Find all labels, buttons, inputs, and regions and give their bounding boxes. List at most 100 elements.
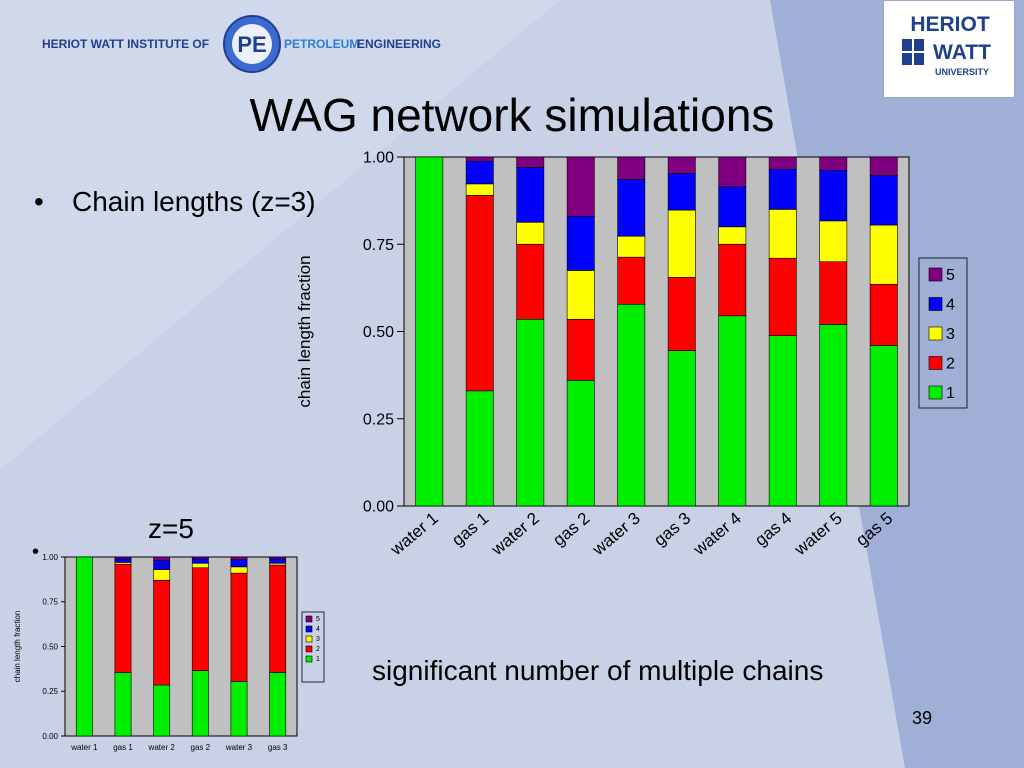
y-tick-label: 0.25 — [42, 687, 58, 696]
x-tick-label: water 2 — [148, 743, 176, 752]
bar-segment-water-2-series-1 — [516, 318, 545, 507]
legend-label-5: 5 — [316, 616, 320, 623]
x-tick-label: gas 2 — [191, 743, 211, 752]
bar-segment-water-3-series-5 — [617, 156, 646, 180]
bullet-text: Chain lengths (z=3) — [72, 186, 316, 217]
bar-segment-gas-2-series-2 — [191, 567, 209, 671]
univ-line3: UNIVERSITY — [935, 67, 989, 77]
bar-segment-gas-3-series-4 — [269, 558, 287, 564]
bar-segment-water-3-series-4 — [230, 559, 248, 568]
bar-segment-water-2-series-2 — [516, 243, 545, 320]
legend-swatch-2 — [928, 356, 943, 370]
legend-label-2: 2 — [316, 646, 320, 653]
bar-segment-gas-1-series-5 — [114, 556, 132, 560]
univ-line1: HERIOT — [910, 13, 990, 36]
bar-segment-gas-1-series-4 — [114, 558, 132, 563]
bar-segment-gas-2-series-1 — [566, 380, 595, 507]
bar-segment-gas-2-series-2 — [566, 318, 595, 381]
y-tick-label: 0.75 — [42, 598, 58, 607]
bar-segment-gas-2-series-3 — [191, 562, 209, 569]
y-axis-label: chain length fraction — [295, 255, 314, 407]
bar-segment-water-3-series-1 — [230, 681, 248, 737]
y-tick-label: 0.75 — [363, 237, 394, 254]
bar-segment-water-2-series-4 — [516, 167, 545, 223]
university-logo: HERIOT WATT UNIVERSITY — [883, 0, 1015, 98]
legend-swatch-5 — [305, 615, 313, 623]
legend-box — [301, 611, 325, 683]
bar-segment-gas-5-series-5 — [869, 156, 898, 176]
bar-segment-gas-5-series-3 — [869, 224, 898, 285]
legend-label-4: 4 — [316, 626, 320, 633]
bullet-small-dot: • — [32, 541, 40, 563]
bar-segment-water-1-series-1 — [415, 156, 444, 507]
bar-segment-gas-4-series-3 — [768, 209, 797, 259]
bar-segment-gas-3-series-1 — [667, 350, 696, 507]
bar-segment-gas-3-series-5 — [667, 156, 696, 174]
bar-segment-water-5-series-4 — [819, 169, 848, 222]
legend-swatch-1 — [928, 385, 943, 400]
y-tick-label: 1.00 — [42, 553, 58, 562]
bar-segment-gas-2-series-1 — [191, 670, 209, 737]
legend-label-5: 5 — [946, 267, 955, 284]
bar-segment-gas-4-series-4 — [768, 168, 797, 210]
legend-box — [918, 257, 968, 409]
y-tick-label: 1.00 — [363, 150, 394, 167]
legend-label-3: 3 — [946, 326, 955, 343]
legend-swatch-3 — [305, 635, 313, 643]
z5-label: z=5 — [148, 513, 194, 544]
bar-segment-gas-4-series-2 — [768, 257, 797, 336]
legend-label-1: 1 — [946, 385, 955, 402]
x-tick-label: water 3 — [225, 743, 253, 752]
bar-segment-gas-2-series-5 — [191, 556, 209, 560]
bar-segment-water-5-series-2 — [819, 261, 848, 325]
bar-segment-water-1-series-1 — [75, 556, 93, 737]
bar-segment-gas-4-series-5 — [768, 156, 797, 170]
bar-segment-gas-4-series-1 — [768, 335, 797, 507]
bar-segment-water-3-series-1 — [617, 303, 646, 507]
bar-segment-water-2-series-3 — [153, 569, 171, 581]
x-tick-label: gas 1 — [113, 743, 133, 752]
bar-segment-water-2-series-4 — [153, 560, 171, 570]
y-tick-label: 0.00 — [42, 732, 58, 741]
bar-segment-gas-2-series-3 — [566, 270, 595, 320]
y-tick-label: 0.50 — [42, 642, 58, 651]
y-axis-label: chain length fraction — [13, 611, 22, 683]
x-tick-label: water 1 — [70, 743, 98, 752]
bar-segment-water-4-series-5 — [718, 156, 747, 187]
bar-segment-gas-3-series-4 — [667, 173, 696, 211]
bar-segment-water-2-series-5 — [516, 156, 545, 168]
bar-segment-water-2-series-1 — [153, 684, 171, 737]
bar-segment-gas-2-series-4 — [191, 558, 209, 564]
legend-label-1: 1 — [316, 656, 320, 663]
bar-segment-water-3-series-2 — [230, 572, 248, 682]
bar-segment-gas-5-series-4 — [869, 175, 898, 226]
bullet-dot: • — [34, 186, 44, 217]
institute-right-b: ENGINEERING — [357, 37, 441, 51]
bar-segment-gas-1-series-1 — [465, 390, 494, 507]
univ-line2: WATT — [933, 41, 991, 64]
slide-title: WAG network simulations — [249, 89, 775, 141]
y-tick-label: 0.00 — [363, 499, 394, 516]
institute-left-text: HERIOT WATT INSTITUTE OF — [42, 37, 209, 51]
bar-segment-water-4-series-2 — [718, 243, 747, 317]
bar-segment-gas-1-series-1 — [114, 672, 132, 737]
bar-segment-gas-1-series-2 — [114, 563, 132, 673]
bar-segment-gas-3-series-5 — [269, 556, 287, 560]
bar-segment-gas-3-series-2 — [269, 564, 287, 673]
bar-segment-water-4-series-4 — [718, 186, 747, 228]
legend-swatch-3 — [928, 326, 943, 341]
legend-label-3: 3 — [316, 636, 320, 643]
bar-segment-water-5-series-3 — [819, 220, 848, 263]
y-tick-label: 0.50 — [363, 324, 394, 341]
y-tick-label: 0.25 — [363, 411, 394, 428]
bar-segment-gas-5-series-1 — [869, 345, 898, 507]
legend-swatch-4 — [305, 625, 313, 633]
bar-segment-water-5-series-1 — [819, 324, 848, 507]
caption-text: significant number of multiple chains — [372, 655, 824, 686]
legend-swatch-4 — [928, 297, 943, 311]
bar-segment-water-3-series-3 — [230, 566, 248, 574]
pe-emblem-letters: PE — [237, 32, 266, 57]
bar-segment-water-3-series-5 — [230, 556, 248, 560]
bar-segment-gas-2-series-4 — [566, 216, 595, 271]
